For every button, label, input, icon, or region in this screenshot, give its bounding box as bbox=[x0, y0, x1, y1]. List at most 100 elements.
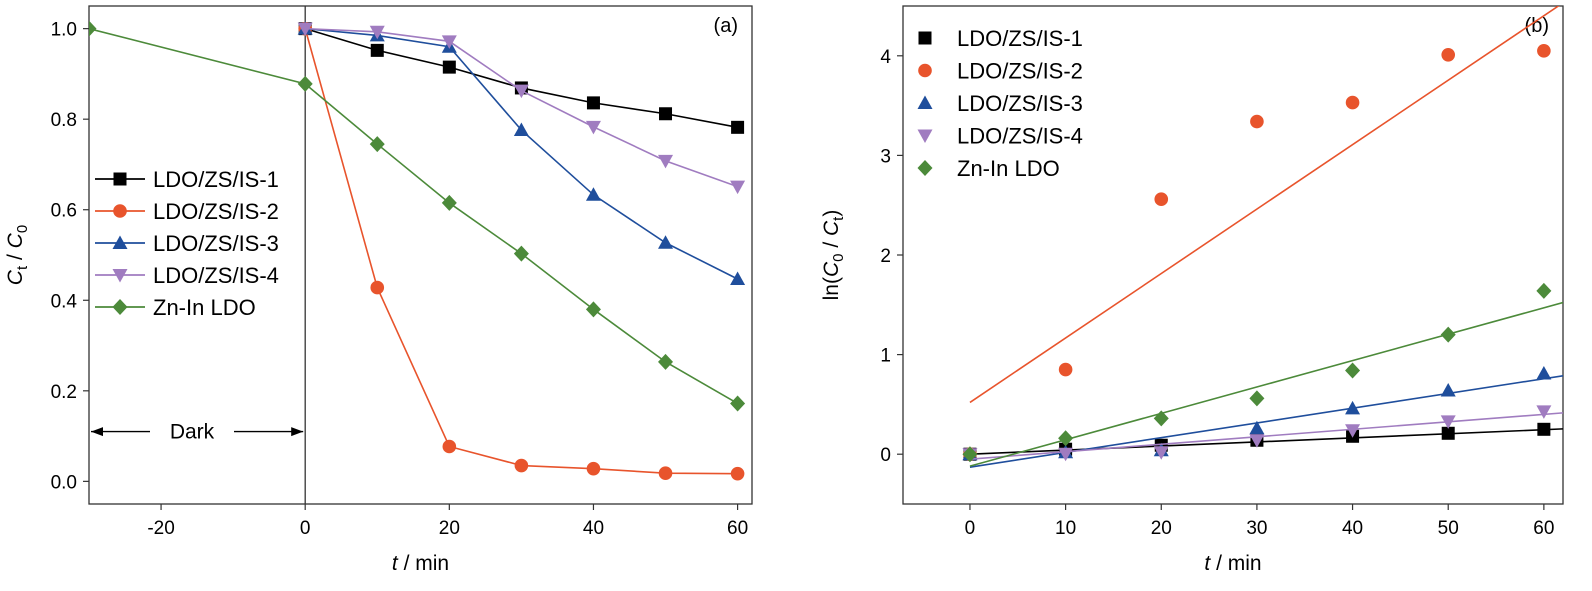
y-axis-label: ln(C0 / Ct) bbox=[820, 210, 847, 301]
data-point bbox=[1536, 366, 1552, 380]
data-point bbox=[1345, 400, 1361, 415]
data-point bbox=[1441, 48, 1456, 62]
x-tick-label: 0 bbox=[965, 518, 976, 539]
x-tick-label: 60 bbox=[1533, 518, 1554, 539]
data-point bbox=[514, 458, 529, 473]
plot-area bbox=[89, 20, 746, 481]
legend-marker bbox=[112, 299, 128, 315]
data-point bbox=[513, 84, 529, 99]
x-tick-label: 40 bbox=[583, 518, 604, 539]
data-point bbox=[658, 466, 673, 481]
series-LDO/ZS/IS-1 bbox=[298, 22, 745, 134]
legend-marker bbox=[918, 31, 932, 45]
y-tick-label: 2 bbox=[880, 246, 891, 267]
x-tick-label: 30 bbox=[1246, 518, 1267, 539]
data-point bbox=[1441, 426, 1455, 440]
data-point bbox=[1249, 390, 1265, 407]
x-tick-label: 20 bbox=[1151, 518, 1172, 539]
data-point bbox=[586, 461, 601, 476]
data-point bbox=[1345, 362, 1361, 379]
data-point bbox=[659, 107, 673, 121]
y-axis-label: Ct / C0 bbox=[4, 225, 31, 285]
data-point bbox=[1249, 434, 1265, 448]
y-tick-label: 0.2 bbox=[51, 382, 77, 403]
data-point bbox=[730, 466, 745, 481]
data-point bbox=[370, 280, 385, 295]
legend: LDO/ZS/IS-1 LDO/ZS/IS-2 LDO/ZS/IS-3 LDO/ZS/… bbox=[95, 167, 279, 320]
dark-annotation: Dark bbox=[170, 421, 215, 444]
data-point bbox=[89, 20, 97, 37]
legend-label: LDO/ZS/IS-1 bbox=[957, 26, 1083, 51]
data-point bbox=[658, 154, 674, 169]
legend-marker bbox=[917, 160, 933, 176]
data-point bbox=[585, 120, 601, 135]
legend-label: LDO/ZS/IS-4 bbox=[153, 263, 279, 288]
data-point bbox=[585, 187, 601, 201]
data-point bbox=[730, 395, 746, 412]
series-line bbox=[304, 27, 738, 129]
data-point bbox=[297, 75, 313, 92]
data-point bbox=[1537, 422, 1551, 436]
data-point bbox=[962, 446, 978, 463]
series-LDO/ZS/IS-4 bbox=[297, 22, 746, 195]
data-point bbox=[731, 120, 745, 134]
data-point bbox=[658, 353, 674, 370]
panel-a: -20 0 20 40 60 0.0 0.2 0.4 0.6 0.8 1.0 t / min Ct / … bbox=[4, 5, 753, 575]
fit-line bbox=[969, 412, 1563, 460]
data-point bbox=[730, 271, 746, 285]
y-tick-label: 0.0 bbox=[51, 472, 77, 493]
data-point bbox=[513, 122, 529, 137]
data-point bbox=[1345, 95, 1360, 110]
data-point bbox=[1536, 405, 1552, 419]
data-point bbox=[513, 245, 529, 262]
data-point bbox=[1153, 446, 1169, 460]
legend-label: LDO/ZS/IS-2 bbox=[153, 199, 279, 224]
legend: LDO/ZS/IS-1 LDO/ZS/IS-2 LDO/ZS/IS-3 LDO/ZS/… bbox=[917, 26, 1083, 181]
series-line bbox=[305, 27, 738, 188]
legend-marker bbox=[113, 172, 127, 186]
y-tick-label: 1.0 bbox=[51, 20, 77, 41]
legend-marker bbox=[917, 95, 933, 109]
legend-label: LDO/ZS/IS-3 bbox=[153, 231, 279, 256]
data-point bbox=[442, 60, 456, 74]
data-point bbox=[441, 35, 457, 49]
data-point bbox=[297, 22, 313, 37]
x-tick-label: 0 bbox=[300, 518, 311, 539]
legend-marker bbox=[112, 269, 128, 283]
y-tick-label: 0.8 bbox=[51, 110, 77, 131]
legend-marker bbox=[917, 129, 933, 143]
fit-line bbox=[969, 6, 1560, 404]
series-LDO/ZS/IS-2 bbox=[963, 6, 1560, 462]
series-line bbox=[305, 27, 738, 280]
fit-line bbox=[969, 374, 1563, 468]
legend-label: Zn-In LDO bbox=[153, 295, 256, 320]
data-point bbox=[730, 180, 746, 195]
plot-frame bbox=[88, 5, 753, 505]
data-point bbox=[442, 439, 457, 454]
data-point bbox=[1058, 447, 1074, 462]
data-point bbox=[1153, 410, 1169, 427]
arrowhead-left bbox=[91, 427, 103, 437]
legend-label: LDO/ZS/IS-3 bbox=[957, 91, 1083, 116]
x-tick-label: 60 bbox=[727, 518, 748, 539]
x-tick-label: 20 bbox=[439, 518, 460, 539]
data-point bbox=[658, 235, 674, 249]
plot-area bbox=[962, 6, 1563, 468]
y-tick-label: 3 bbox=[880, 146, 891, 167]
arrowhead-right bbox=[291, 427, 304, 437]
legend-label: LDO/ZS/IS-4 bbox=[957, 124, 1083, 149]
data-point bbox=[586, 96, 600, 110]
y-tick-label: 0 bbox=[880, 445, 891, 466]
panel-label: (b) bbox=[1525, 15, 1549, 37]
series-line bbox=[89, 27, 738, 405]
data-point bbox=[441, 194, 457, 211]
legend-label: LDO/ZS/IS-1 bbox=[153, 167, 279, 192]
data-point bbox=[1154, 192, 1169, 207]
data-point bbox=[1440, 382, 1456, 397]
data-point bbox=[1440, 326, 1456, 343]
x-tick-label: 10 bbox=[1055, 518, 1076, 539]
data-point bbox=[585, 301, 601, 318]
data-point bbox=[369, 136, 385, 153]
